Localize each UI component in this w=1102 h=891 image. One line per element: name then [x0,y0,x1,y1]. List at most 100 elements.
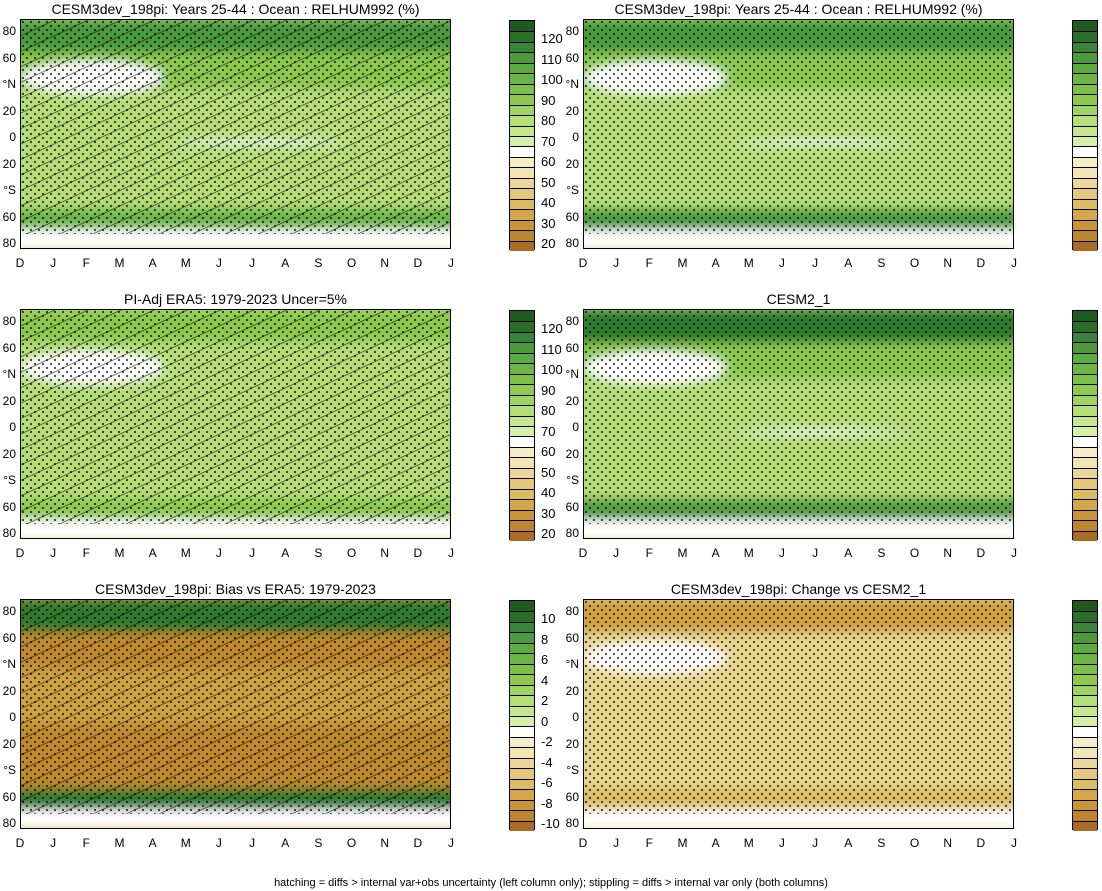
heatmap-region-polar-south [21,809,450,828]
x-tick-label: N [380,546,390,560]
y-tick-label: 20 [2,736,16,751]
colorbar-label: 30 [541,505,556,521]
colorbar-label: 90 [541,92,556,108]
x-tick-label: D [976,546,986,560]
y-tick-label: 20 [2,393,16,408]
colorbar-segment [1073,601,1097,612]
colorbar-segment [510,810,534,821]
colorbar-segment [510,198,534,210]
y-tick-label: 20 [2,103,16,118]
heatmap-svg [584,20,1013,248]
colorbar-segment [1073,83,1097,95]
y-tick-label: 0 [572,130,579,144]
colorbar-label: -10 [541,816,560,831]
panel-title: CESM3dev_198pi: Change vs CESM2_1 [670,581,927,597]
y-tick-label: 20 [2,156,16,171]
y-tick-label: °N [2,657,16,671]
x-tick-label: J [448,546,454,560]
heatmap-svg [21,310,450,538]
colorbar-label: 40 [541,195,556,210]
colorbar [1072,310,1098,541]
colorbar-segment [1073,331,1097,343]
panel-title: CESM3dev_198pi: Bias vs ERA5: 1979-2023 [95,581,376,597]
colorbar-segment [510,478,534,489]
x-tick-label: N [943,546,953,560]
colorbar-segment [510,188,534,199]
x-tick-label: S [877,256,886,270]
colorbar-segment [510,405,534,416]
colorbar-segment [1073,104,1097,116]
x-tick-label: J [448,256,454,270]
x-tick-label: S [314,546,323,560]
x-tick-label: M [677,836,688,850]
hatch-overlay [21,600,450,814]
x-tick-label: A [711,256,720,270]
colorbar-segment [1073,156,1097,168]
plot-area [20,19,451,249]
y-tick-label: 20 [2,683,16,698]
x-tick-label: M [180,256,191,270]
colorbar-segment [510,83,534,95]
x-tick-label: D [413,546,423,560]
colorbar-segment [510,115,534,126]
x-tick-label: J [812,256,819,270]
x-tick-label: J [778,836,785,850]
colorbar-segment [510,384,534,395]
x-tick-label: A [281,836,290,850]
y-tick-label: 80 [565,526,579,540]
hatch-overlay [21,310,450,524]
colorbar-segment [510,177,534,189]
colorbar-segment [510,219,534,231]
x-tick-label: D [578,546,588,560]
colorbar-segment [510,601,534,612]
colorbar-segment [510,342,534,353]
colorbar-segment [1073,41,1097,53]
y-tick-label: 0 [572,420,579,434]
x-tick-label: J [448,836,454,850]
colorbar-segment [1073,716,1097,727]
x-tick-label: J [613,836,620,850]
y-tick-label: 0 [9,420,16,434]
x-tick-label: D [15,546,25,560]
colorbar-segment [1073,115,1097,126]
colorbar-segment [510,820,534,831]
colorbar-segment [1073,136,1097,147]
colorbar-segment [510,446,534,458]
plot-area [20,309,451,539]
colorbar-segment [510,663,534,675]
colorbar-segment [1073,342,1097,353]
x-tick-label: M [743,836,754,850]
colorbar-segment [1073,311,1097,322]
colorbar-label: 50 [541,174,556,190]
heatmap-region-polar-south [584,519,1013,538]
colorbar-segment [1073,321,1097,332]
colorbar-segment [510,41,534,53]
colorbar-segment [1073,736,1097,748]
colorbar-segment [1073,789,1097,800]
x-tick-label: J [613,256,620,270]
colorbar-segment [1073,530,1097,541]
y-tick-label: 80 [565,604,579,618]
colorbar-segment [1073,520,1097,531]
x-tick-label: A [844,836,853,850]
colorbar-segment [510,352,534,364]
colorbar-segment [510,653,534,664]
colorbar-segment [510,156,534,168]
colorbar-segment [1073,426,1097,437]
colorbar-label: 80 [541,403,556,418]
colorbar-segment [510,509,534,521]
colorbar-segment [510,457,534,468]
colorbar-segment [1073,695,1097,706]
x-tick-label: S [877,546,886,560]
colorbar-segment [1073,52,1097,63]
colorbar-segment [1073,653,1097,664]
x-tick-label: D [413,256,423,270]
plot-area [583,599,1014,829]
x-tick-label: M [677,546,688,560]
colorbar-segment [510,530,534,541]
y-tick-label: 20 [565,156,579,171]
y-tick-label: 60 [2,789,16,804]
plot-area [583,309,1014,539]
y-tick-label: °S [566,763,579,777]
colorbar-segment [510,167,534,178]
